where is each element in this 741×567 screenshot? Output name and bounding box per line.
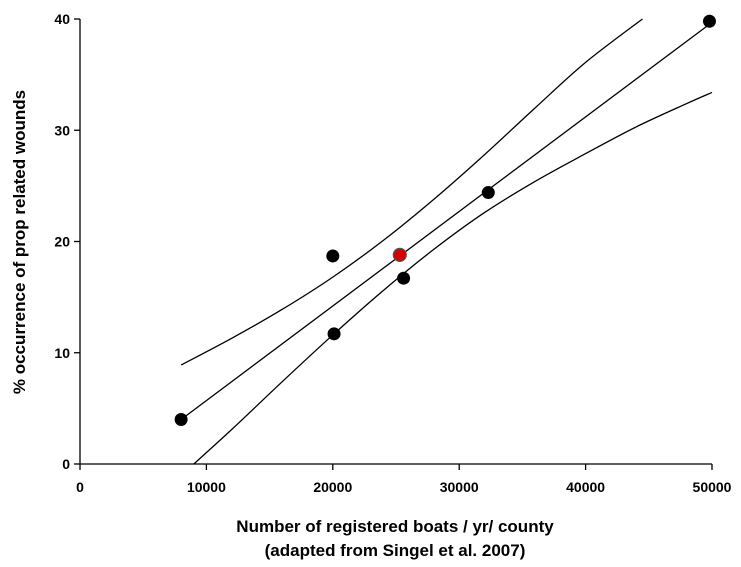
x-ticks: 0 10000 20000 30000 40000 50000	[76, 464, 732, 495]
y-tick-label: 10	[54, 345, 70, 361]
x-axis-title: Number of registered boats / yr/ county	[236, 517, 554, 536]
x-tick-label: 20000	[313, 479, 352, 495]
y-ticks: 0 10 20 30 40	[54, 11, 80, 472]
data-point	[174, 413, 188, 426]
data-point	[397, 271, 411, 285]
regression-line	[180, 21, 713, 421]
x-axis-subtitle: (adapted from Singel et al. 2007)	[265, 541, 526, 560]
y-tick-label: 20	[54, 234, 70, 250]
data-point	[702, 14, 716, 28]
x-tick-label: 40000	[566, 479, 605, 495]
data-point	[326, 249, 340, 263]
y-axis-title: % occurrence of prop related wounds	[10, 90, 29, 394]
points	[174, 14, 716, 426]
y-tick-label: 30	[54, 122, 70, 138]
y-tick-label: 40	[54, 11, 70, 27]
highlighted-point	[392, 247, 407, 262]
x-tick-label: 0	[76, 479, 84, 495]
data-point	[327, 327, 341, 341]
axes	[79, 19, 712, 465]
x-tick-label: 50000	[693, 479, 732, 495]
data-point	[481, 186, 495, 200]
upper-confidence-curve	[180, 18, 643, 366]
curves	[180, 18, 713, 465]
x-tick-label: 30000	[440, 479, 479, 495]
lower-confidence-curve	[193, 91, 713, 465]
x-tick-label: 10000	[187, 479, 226, 495]
y-tick-label: 0	[62, 456, 70, 472]
